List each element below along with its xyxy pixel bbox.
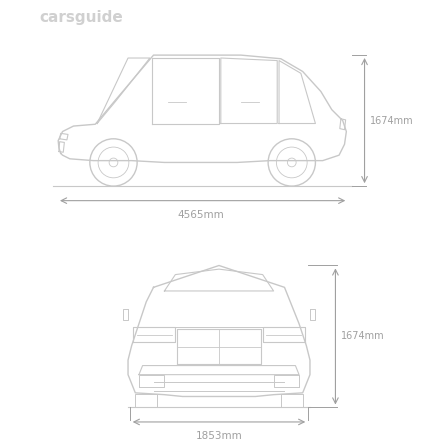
Text: 4565mm: 4565mm xyxy=(177,210,224,220)
Text: 1674mm: 1674mm xyxy=(370,115,413,126)
Text: 1853mm: 1853mm xyxy=(196,431,242,441)
Text: 1674mm: 1674mm xyxy=(341,332,385,341)
Text: carsguide: carsguide xyxy=(39,10,123,24)
